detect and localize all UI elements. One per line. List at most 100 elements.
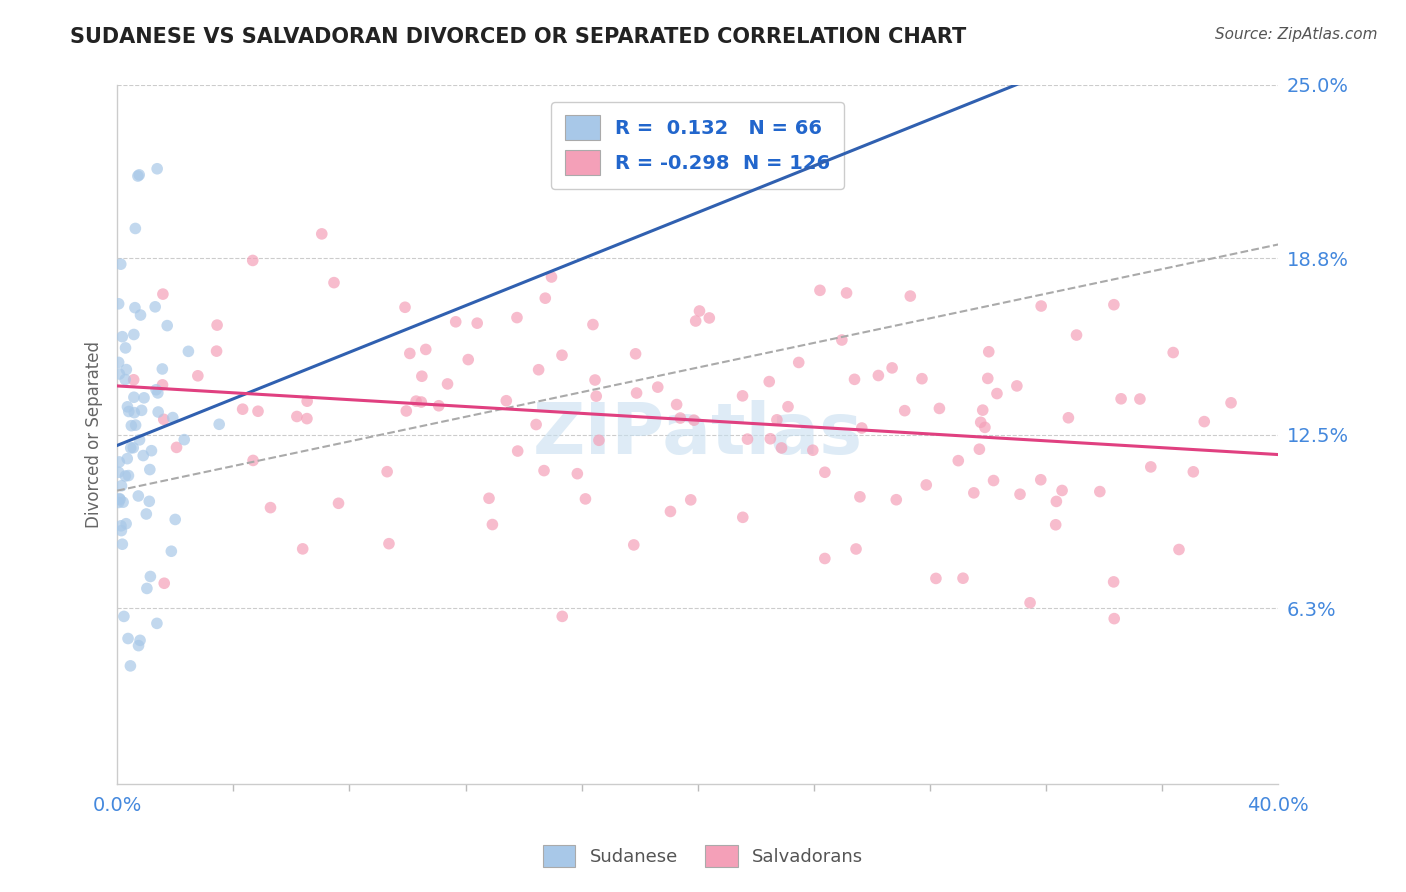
- Text: Source: ZipAtlas.com: Source: ZipAtlas.com: [1215, 27, 1378, 42]
- Point: [1109, 392, 1132, 406]
- Point: [1182, 465, 1205, 479]
- Point: [551, 348, 574, 362]
- Point: [831, 333, 853, 347]
- Point: [540, 270, 562, 285]
- Point: [107, 297, 129, 311]
- Point: [187, 368, 209, 383]
- Point: [205, 344, 228, 359]
- Point: [911, 372, 934, 386]
- Point: [131, 403, 153, 417]
- Point: [150, 362, 173, 376]
- Point: [124, 301, 146, 315]
- Point: [884, 492, 907, 507]
- Point: [117, 451, 139, 466]
- Point: [893, 403, 915, 417]
- Point: [114, 469, 136, 483]
- Text: ZIPatlas: ZIPatlas: [533, 401, 863, 469]
- Point: [624, 347, 647, 361]
- Point: [685, 314, 707, 328]
- Point: [166, 441, 188, 455]
- Point: [427, 399, 450, 413]
- Point: [242, 253, 264, 268]
- Point: [697, 310, 720, 325]
- Point: [311, 227, 333, 241]
- Point: [868, 368, 890, 383]
- Point: [626, 386, 648, 401]
- Point: [506, 444, 529, 458]
- Point: [533, 464, 555, 478]
- Point: [108, 455, 131, 469]
- Point: [129, 633, 152, 648]
- Point: [127, 169, 149, 183]
- Point: [444, 315, 467, 329]
- Point: [659, 504, 682, 518]
- Point: [110, 524, 132, 538]
- Point: [1008, 487, 1031, 501]
- Point: [928, 401, 950, 416]
- Point: [295, 411, 318, 425]
- Point: [143, 300, 166, 314]
- Point: [880, 360, 903, 375]
- Point: [411, 369, 433, 384]
- Point: [152, 287, 174, 301]
- Point: [135, 582, 157, 596]
- Point: [165, 512, 187, 526]
- Point: [132, 391, 155, 405]
- Point: [457, 352, 479, 367]
- Point: [291, 541, 314, 556]
- Point: [398, 346, 420, 360]
- Point: [963, 486, 986, 500]
- Point: [849, 490, 872, 504]
- Point: [1194, 415, 1216, 429]
- Point: [481, 517, 503, 532]
- Point: [977, 344, 1000, 359]
- Point: [177, 344, 200, 359]
- Point: [983, 474, 1005, 488]
- Point: [585, 389, 607, 403]
- Point: [118, 404, 141, 418]
- Point: [766, 413, 789, 427]
- Point: [124, 221, 146, 235]
- Point: [132, 449, 155, 463]
- Point: [1102, 298, 1125, 312]
- Point: [851, 421, 873, 435]
- Point: [128, 433, 150, 447]
- Point: [977, 371, 1000, 385]
- Point: [1102, 574, 1125, 589]
- Point: [120, 418, 142, 433]
- Point: [122, 390, 145, 404]
- Point: [1050, 483, 1073, 498]
- Point: [567, 467, 589, 481]
- Point: [986, 386, 1008, 401]
- Point: [679, 492, 702, 507]
- Point: [731, 510, 754, 524]
- Point: [138, 494, 160, 508]
- Point: [139, 569, 162, 583]
- Point: [534, 291, 557, 305]
- Point: [145, 383, 167, 397]
- Point: [787, 355, 810, 369]
- Point: [117, 468, 139, 483]
- Point: [107, 355, 129, 369]
- Point: [814, 551, 837, 566]
- Point: [394, 300, 416, 314]
- Point: [948, 453, 970, 467]
- Point: [495, 393, 517, 408]
- Point: [683, 413, 706, 427]
- Point: [1005, 379, 1028, 393]
- Point: [1029, 473, 1052, 487]
- Point: [124, 418, 146, 433]
- Point: [1139, 459, 1161, 474]
- Point: [295, 394, 318, 409]
- Point: [669, 411, 692, 425]
- Point: [835, 285, 858, 300]
- Point: [665, 398, 688, 412]
- Point: [117, 400, 139, 414]
- Point: [128, 168, 150, 182]
- Point: [405, 394, 427, 409]
- Point: [146, 616, 169, 631]
- Point: [759, 432, 782, 446]
- Text: SUDANESE VS SALVADORAN DIVORCED OR SEPARATED CORRELATION CHART: SUDANESE VS SALVADORAN DIVORCED OR SEPAR…: [70, 27, 966, 46]
- Point: [108, 491, 131, 506]
- Point: [1057, 410, 1080, 425]
